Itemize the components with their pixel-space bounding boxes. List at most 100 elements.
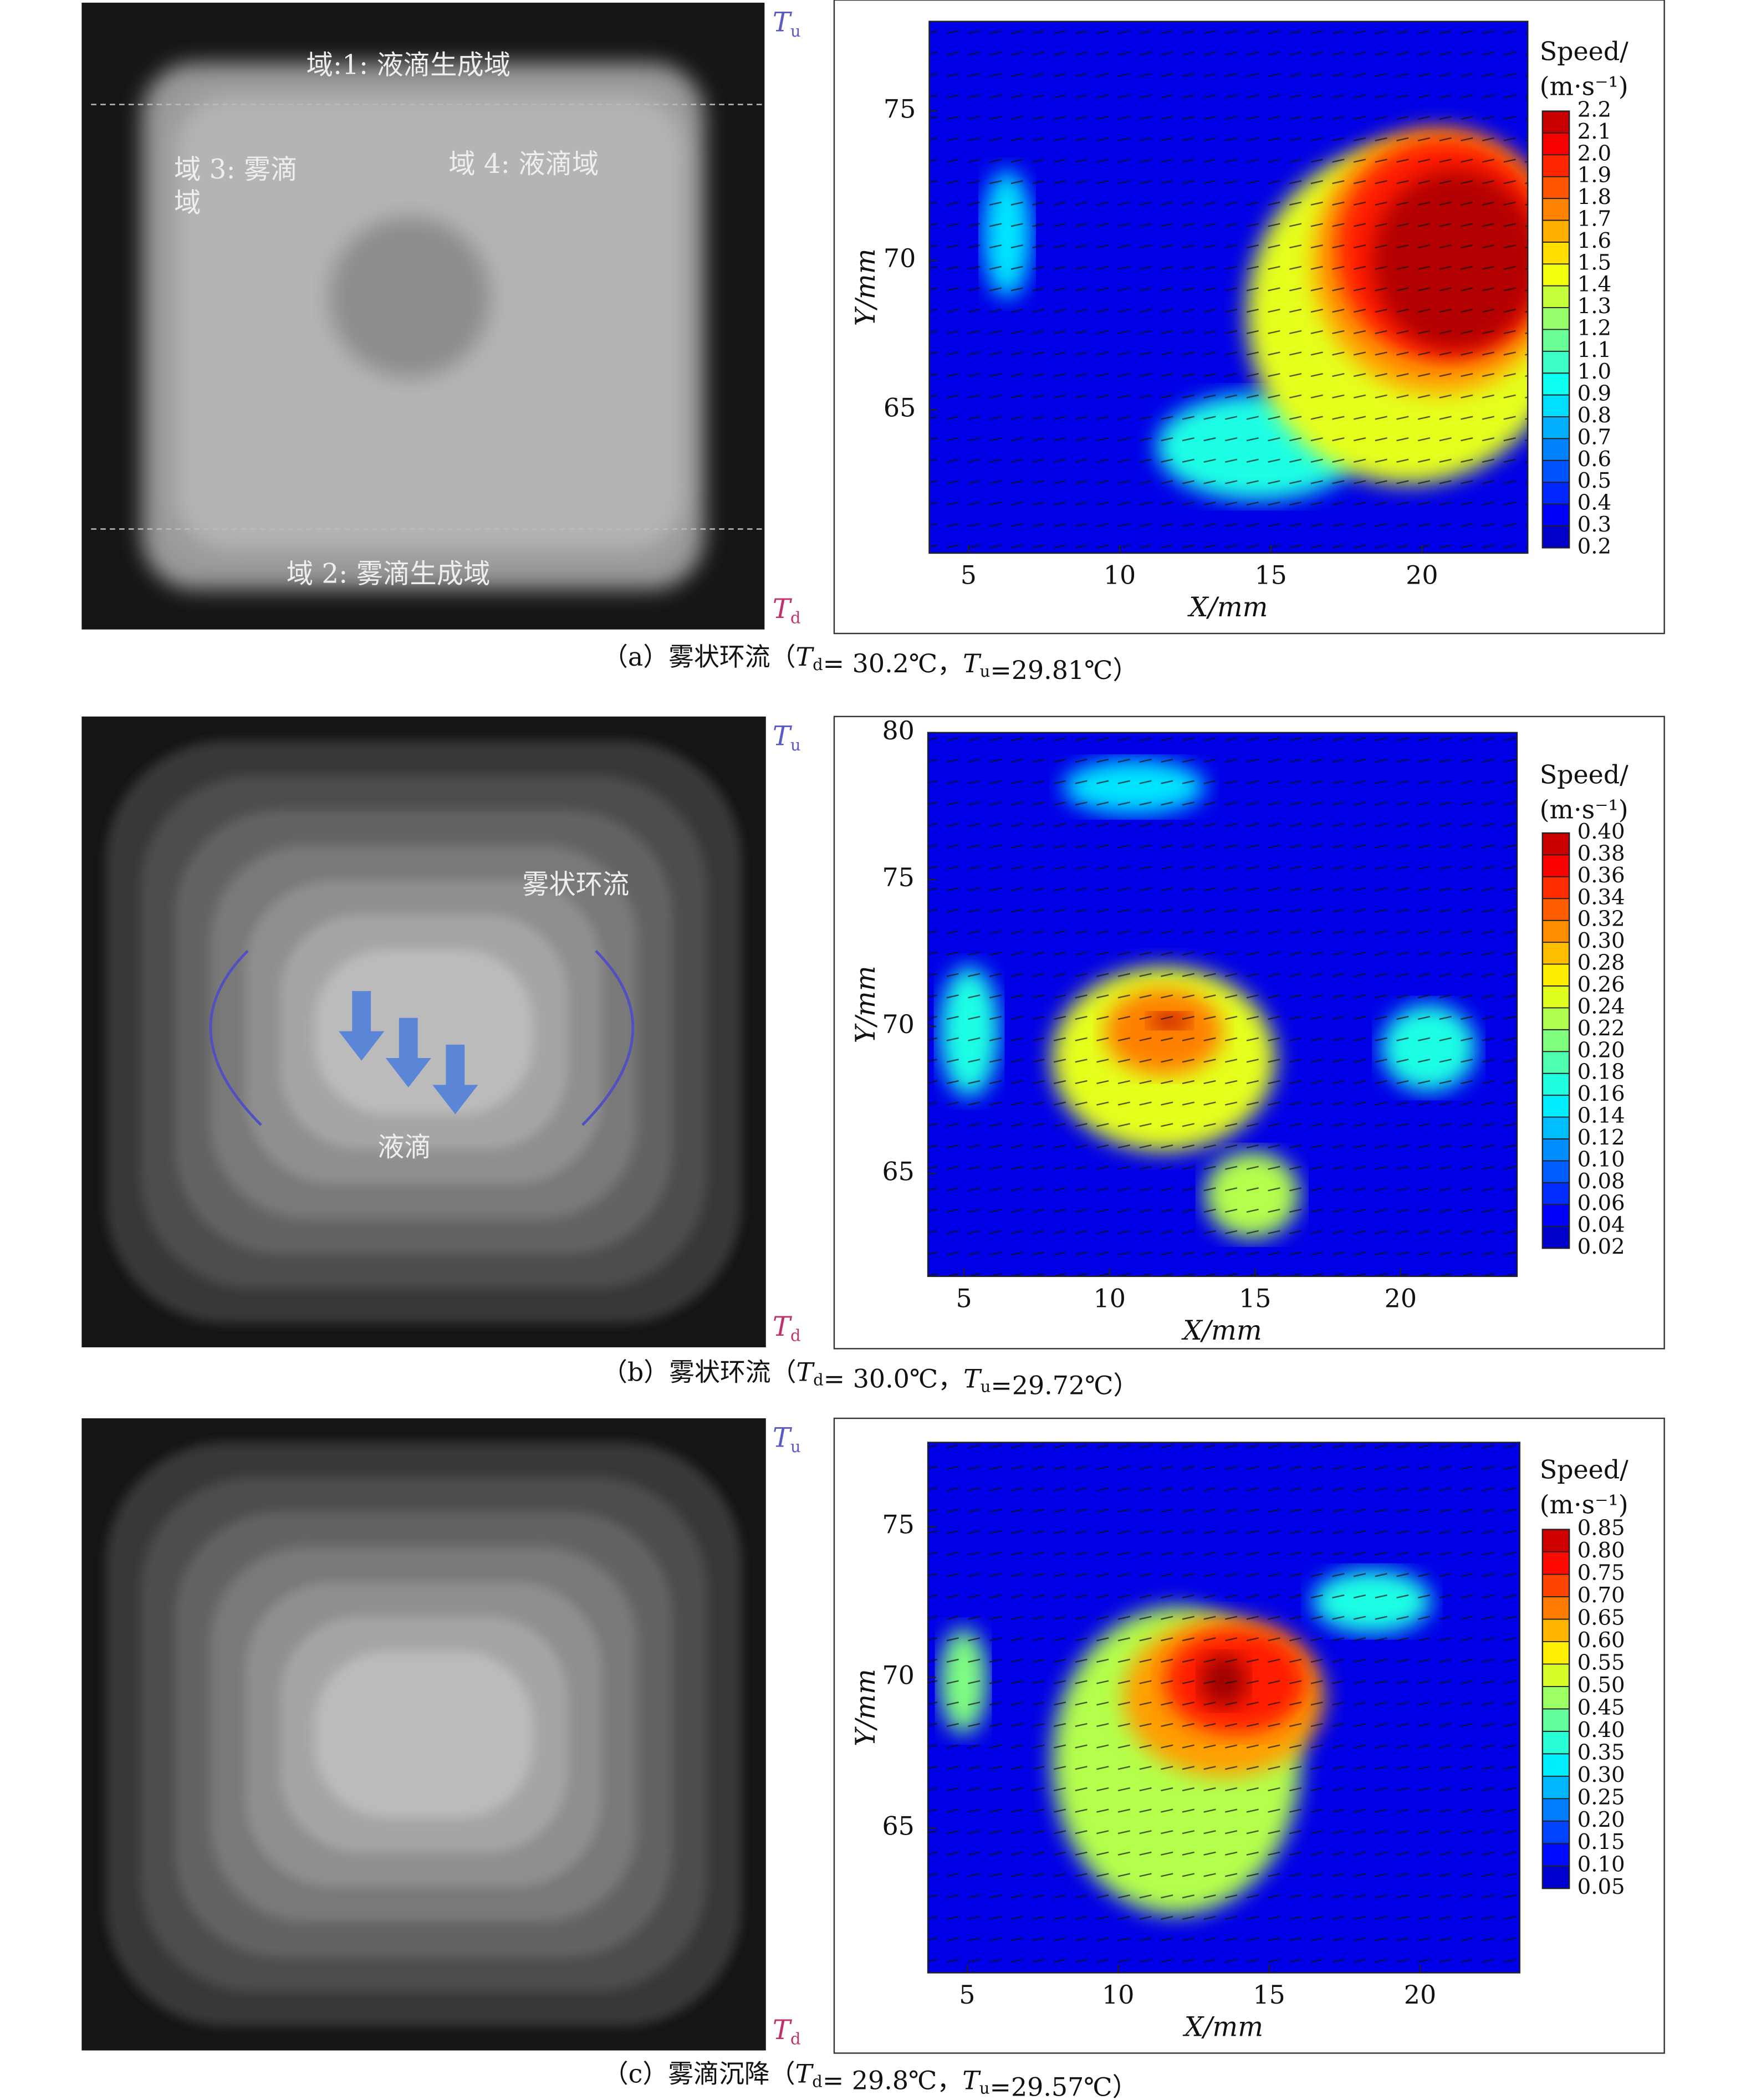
colorbar-tick-label: 0.55 (1577, 1650, 1625, 1675)
colorbar-segment (1542, 1798, 1570, 1821)
temperature-subscript: u (790, 735, 801, 754)
colorbar-segment (1542, 351, 1570, 374)
colorbar-segment (1542, 855, 1570, 877)
caption-symbol: T (797, 1357, 815, 1387)
colorbar-tick-label: 0.8 (1577, 403, 1611, 428)
y-tick-label: 75 (884, 94, 916, 124)
colorbar-tick-label: 0.40 (1577, 819, 1625, 844)
colorbar-segment (1542, 1574, 1570, 1597)
colorbar-tick-label: 1.2 (1577, 315, 1611, 340)
temperature-label: Tu (773, 721, 801, 754)
colorbar-tick-label: 0.80 (1577, 1538, 1625, 1563)
colorbar-tick-label: 0.35 (1577, 1740, 1625, 1765)
colorbar-tick-label: 0.2 (1577, 534, 1611, 559)
colorbar-segment (1542, 395, 1570, 417)
colorbar-tick-label: 2.2 (1577, 98, 1611, 122)
x-axis-label: X/mm (1182, 2011, 1263, 2042)
y-axis-label: Y/mm (850, 248, 881, 326)
temperature-symbol: T (773, 721, 793, 752)
colorbar-segment (1542, 1821, 1570, 1844)
x-tick-label: 15 (1239, 1283, 1271, 1313)
heatmap (928, 1442, 1520, 1973)
plot-border (927, 1442, 1520, 1974)
x-tick-label: 20 (1406, 560, 1438, 590)
colorbar-tick-label: 0.5 (1577, 468, 1611, 493)
x-tick-label: 5 (959, 1980, 975, 2010)
photo (81, 1418, 766, 2051)
y-tick-label: 65 (882, 1156, 914, 1186)
colorbar-segment (1542, 329, 1570, 351)
colorbar-segment (1542, 264, 1570, 286)
temperature-symbol: T (773, 7, 793, 38)
x-tick-label: 15 (1253, 1980, 1285, 2010)
colorbar-tick-label: 0.18 (1577, 1060, 1625, 1085)
colorbar-tick-label: 0.10 (1577, 1147, 1625, 1172)
colorbar-tick-label: 0.15 (1577, 1830, 1625, 1854)
vector-field (928, 732, 1517, 1276)
colorbar-tick-label: 0.6 (1577, 447, 1611, 472)
photo-label: 液滴 (377, 1132, 431, 1163)
colorbar-segment (1542, 482, 1570, 504)
temperature-symbol: T (773, 1311, 793, 1342)
x-tick-label: 20 (1404, 1980, 1436, 2010)
colorbar-segment (1542, 986, 1570, 1008)
colorbar-segment (1542, 1731, 1570, 1754)
colorbar: 0.400.380.360.340.320.300.280.260.240.22… (1540, 760, 1629, 1260)
colorbar-tick-label: 0.7 (1577, 425, 1611, 449)
colorbar-segment (1542, 1686, 1570, 1709)
colorbar-segment (1542, 876, 1570, 899)
colorbar-title: Speed/ (1540, 1455, 1628, 1485)
caption-subscript: u (981, 1377, 991, 1396)
photo-contour (314, 949, 533, 1115)
caption-text: （b）雾状环流（ (602, 1357, 797, 1387)
circulation-arrow (209, 949, 262, 1126)
colorbar-title: (m·s⁻¹) (1540, 71, 1628, 101)
colorbar-tick-label: 0.4 (1577, 490, 1611, 515)
colorbar-segment (1542, 1008, 1570, 1030)
colorbar-tick-label: 0.25 (1577, 1785, 1625, 1810)
colorbar-tick-label: 0.05 (1577, 1874, 1625, 1899)
x-tick-label: 10 (1104, 560, 1136, 590)
circulation-arrow (581, 949, 635, 1126)
colorbar-segment (1542, 920, 1570, 943)
colorbar-segment (1542, 1161, 1570, 1183)
colorbar-segment (1542, 1664, 1570, 1687)
colorbar-tick-label: 0.20 (1577, 1807, 1625, 1832)
photo-label: 域 3: 雾滴 (174, 154, 298, 185)
colorbar-title: Speed/ (1540, 37, 1628, 67)
colorbar-segment (1542, 1117, 1570, 1140)
plot-border (927, 732, 1518, 1278)
colorbar-segment (1542, 1776, 1570, 1799)
temperature-subscript: u (790, 22, 801, 40)
colorbar-segment (1542, 1597, 1570, 1619)
colorbar-title: (m·s⁻¹) (1540, 794, 1628, 824)
colorbar-segment (1542, 1709, 1570, 1731)
colorbar-segment (1542, 833, 1570, 855)
photo-spot (329, 217, 491, 378)
y-tick-label: 75 (882, 862, 914, 892)
plot-border (928, 21, 1529, 554)
colorbar-segment (1542, 417, 1570, 439)
temperature-label: Td (773, 1311, 801, 1345)
caption-symbol: T (962, 2066, 981, 2096)
caption-text: =29.72℃） (991, 1370, 1139, 1400)
colorbar-segment (1542, 373, 1570, 395)
colorbar-tick-label: 0.30 (1577, 928, 1625, 953)
colorbar-segment (1542, 1529, 1570, 1552)
caption-text: = 30.0℃， (824, 1363, 963, 1393)
caption-subscript: u (979, 2079, 990, 2098)
y-tick-label: 70 (882, 1660, 914, 1690)
arrow-icon (432, 1044, 478, 1115)
colorbar-tick-label: 0.85 (1577, 1516, 1625, 1541)
caption-text: （c）雾滴沉降（ (603, 2058, 795, 2088)
colorbar-tick-label: 0.24 (1577, 994, 1625, 1019)
temperature-subscript: d (790, 1326, 801, 1345)
colorbar-tick-label: 0.26 (1577, 972, 1625, 997)
x-tick-label: 15 (1255, 560, 1287, 590)
colorbar-tick-label: 0.10 (1577, 1852, 1625, 1877)
temperature-symbol: T (773, 593, 793, 624)
caption-subscript: d (813, 655, 823, 674)
colorbar-tick-label: 1.1 (1577, 338, 1611, 362)
photo-label: 域 4: 液滴域 (448, 149, 599, 180)
